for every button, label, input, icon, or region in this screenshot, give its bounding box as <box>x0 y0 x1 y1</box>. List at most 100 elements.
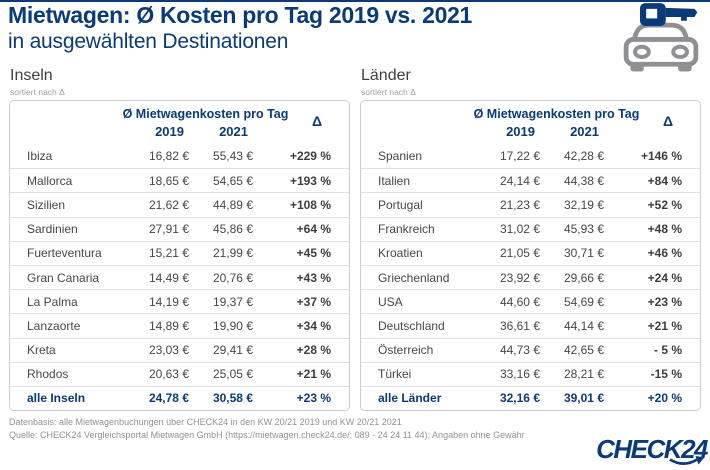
table-row: Frankreich 31,02 € 45,93 € +48 % <box>361 216 700 241</box>
table-row: Sizilien 21,62 € 44,89 € +108 % <box>10 192 349 216</box>
delta-value: +21 % <box>647 318 682 333</box>
table-row: Lanzaorte 14,89 € 19,90 € +34 % <box>10 313 349 337</box>
check24-logo-text: CHECK24 <box>596 434 708 464</box>
value-2021: 19,37 € <box>212 294 253 309</box>
table-row: Sardinien 27,91 € 45,86 € +64 % <box>10 216 349 241</box>
page-subtitle: in ausgewählten Destinationen <box>8 30 289 53</box>
destination-name: Sardinien <box>27 222 78 237</box>
delta-value: +37 % <box>296 294 331 309</box>
delta-value: +34 % <box>296 318 331 333</box>
countries-table-header: Ø Mietwagenkosten pro Tag 2019 2021 Δ <box>361 101 700 144</box>
table-row: La Palma 14,19 € 19,37 € +37 % <box>10 289 349 313</box>
table-row: Österreich 44,73 € 42,65 € - 5 % <box>361 337 700 362</box>
value-2021: 42,65 € <box>563 343 604 358</box>
table-row: Kroatien 21,05 € 30,71 € +46 % <box>361 240 700 265</box>
value-2021: 21,99 € <box>212 246 253 261</box>
destination-name: Ibiza <box>27 149 53 164</box>
value-2019: 17,22 € <box>499 149 540 164</box>
car-with-key-icon <box>623 3 699 72</box>
delta-value: +48 % <box>647 222 682 237</box>
delta-value: +24 % <box>647 270 682 285</box>
delta-value: - 5 % <box>653 343 682 358</box>
check24-logo-swoosh-icon <box>669 456 705 465</box>
value-2019: 16,82 € <box>148 149 189 164</box>
value-2021: 44,89 € <box>212 197 253 212</box>
table-row: Kreta 23,03 € 29,41 € +28 % <box>10 337 349 362</box>
table-row: Rhodos 20,63 € 25,05 € +21 % <box>10 361 349 386</box>
delta-value: +52 % <box>647 197 682 212</box>
delta-value: +21 % <box>296 367 331 382</box>
value-2021: 42,28 € <box>563 149 604 164</box>
islands-sort-note: sortiert nach Δ <box>10 87 65 97</box>
column-group-header: Ø Mietwagenkosten pro Tag <box>122 107 289 121</box>
value-2019: 23,92 € <box>499 270 540 285</box>
delta-value: -15 % <box>650 367 682 382</box>
footer-source: Quelle: CHECK24 Vergleichsportal Mietwag… <box>9 430 525 441</box>
column-header-2019: 2019 <box>155 124 184 139</box>
value-2021: 30,58 € <box>212 391 253 406</box>
destination-name: Fuerteventura <box>27 246 102 261</box>
islands-heading: Inseln <box>10 67 53 84</box>
destination-name: Mallorca <box>27 173 73 188</box>
footer-databasis: Datenbasis: alle Mietwagenbuchungen über… <box>9 417 402 428</box>
value-2021: 20,76 € <box>212 270 253 285</box>
destination-name: alle Inseln <box>27 391 86 406</box>
value-2021: 45,93 € <box>563 222 604 237</box>
table-total-row: alle Länder 32,16 € 39,01 € +20 % <box>361 385 700 410</box>
table-total-row: alle Inseln 24,78 € 30,58 € +23 % <box>10 385 349 410</box>
value-2021: 28,21 € <box>563 367 604 382</box>
countries-table: Ø Mietwagenkosten pro Tag 2019 2021 Δ Sp… <box>360 100 701 412</box>
value-2019: 23,03 € <box>148 343 189 358</box>
value-2019: 21,05 € <box>499 246 540 261</box>
destination-name: Kreta <box>27 343 56 358</box>
check24-logo: CHECK24 <box>596 434 708 465</box>
destination-name: La Palma <box>27 294 78 309</box>
value-2021: 32,19 € <box>563 197 604 212</box>
destination-name: Sizilien <box>27 197 66 212</box>
table-row: USA 44,60 € 54,69 € +23 % <box>361 289 700 313</box>
delta-value: +23 % <box>296 391 331 406</box>
destination-name: alle Länder <box>378 391 442 406</box>
destination-name: Lanzaorte <box>27 318 81 333</box>
value-2019: 15,21 € <box>148 246 189 261</box>
destination-name: Spanien <box>378 149 423 164</box>
destination-name: Portugal <box>378 197 423 212</box>
value-2019: 32,16 € <box>499 391 540 406</box>
table-row: Italien 24,14 € 44,38 € +84 % <box>361 168 700 192</box>
value-2021: 55,43 € <box>212 149 253 164</box>
destination-name: Frankreich <box>378 222 435 237</box>
table-row: Türkei 33,16 € 28,21 € -15 % <box>361 361 700 386</box>
countries-table-body: Spanien 17,22 € 42,28 € +146 % Italien 24,14 … <box>361 144 700 410</box>
delta-value: +146 % <box>640 149 682 164</box>
value-2019: 18,65 € <box>148 173 189 188</box>
destination-name: Gran Canaria <box>27 270 100 285</box>
tables-container: Inseln sortiert nach Δ Ø Mietwagenkosten… <box>0 66 710 412</box>
value-2021: 29,66 € <box>563 270 604 285</box>
table-row: Fuerteventura 15,21 € 21,99 € +45 % <box>10 240 349 265</box>
column-header-2021: 2021 <box>570 124 599 139</box>
table-row: Spanien 17,22 € 42,28 € +146 % <box>361 144 700 168</box>
value-2019: 27,91 € <box>148 222 189 237</box>
column-header-2019: 2019 <box>506 124 535 139</box>
countries-heading: Länder <box>361 67 411 84</box>
column-group-header: Ø Mietwagenkosten pro Tag <box>473 107 640 121</box>
value-2021: 39,01 € <box>563 391 604 406</box>
destination-name: Rhodos <box>27 367 69 382</box>
delta-value: +64 % <box>296 222 331 237</box>
delta-value: +46 % <box>647 246 682 261</box>
top-accent-bar <box>0 0 710 2</box>
delta-value: +84 % <box>647 173 682 188</box>
value-2019: 21,23 € <box>499 197 540 212</box>
delta-value: +193 % <box>289 173 331 188</box>
countries-sort-note: sortiert nach Δ <box>361 87 416 97</box>
value-2019: 14,89 € <box>148 318 189 333</box>
value-2019: 21,62 € <box>148 197 189 212</box>
value-2021: 44,14 € <box>563 318 604 333</box>
delta-value: +108 % <box>289 197 331 212</box>
delta-value: +28 % <box>296 343 331 358</box>
table-row: Ibiza 16,82 € 55,43 € +229 % <box>10 144 349 168</box>
value-2021: 54,65 € <box>212 173 253 188</box>
table-row: Deutschland 36,61 € 44,14 € +21 % <box>361 313 700 337</box>
destination-name: Österreich <box>378 343 434 358</box>
value-2019: 33,16 € <box>499 367 540 382</box>
